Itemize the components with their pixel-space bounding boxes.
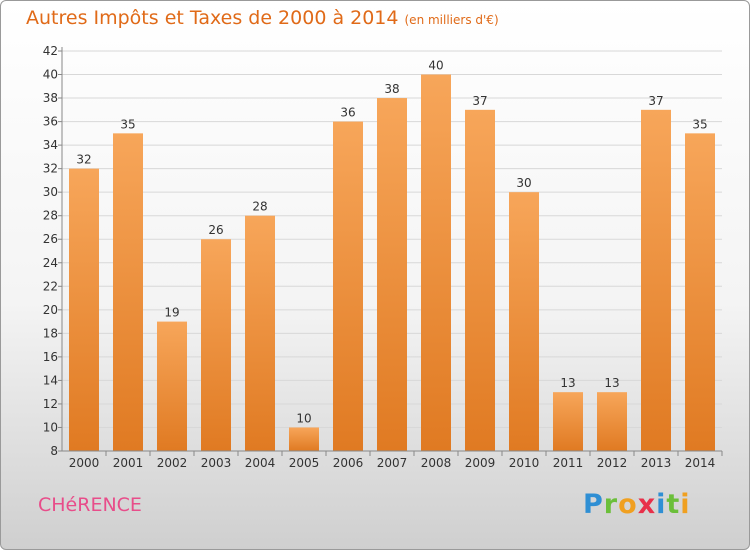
y-tick-label: 24 — [43, 256, 58, 270]
logo-letter: P — [583, 489, 604, 520]
data-label: 13 — [604, 376, 619, 390]
data-label: 13 — [560, 376, 575, 390]
bar — [685, 133, 715, 451]
bars — [69, 74, 715, 452]
bar — [377, 98, 407, 451]
bar — [421, 74, 451, 451]
data-label: 26 — [208, 223, 223, 237]
data-label: 32 — [76, 153, 91, 167]
labels: 8 10 12 14 16 18 20 22 24 26 28 30 32 34 36 38 40 42 32 200… — [43, 44, 716, 470]
x-tick-label: 2007 — [377, 456, 408, 470]
data-label: 36 — [340, 106, 355, 120]
y-tick-label: 10 — [43, 420, 58, 434]
x-tick-label: 2014 — [685, 456, 716, 470]
y-tick-label: 8 — [50, 444, 58, 458]
logo-letter: i — [656, 489, 667, 520]
y-tick-label: 18 — [43, 326, 58, 340]
bar — [509, 192, 539, 452]
x-tick-label: 2000 — [69, 456, 100, 470]
bar — [597, 392, 627, 451]
data-label: 35 — [692, 117, 707, 131]
logo-letter: t — [666, 489, 681, 520]
logo-letter: x — [637, 489, 657, 520]
x-tick-label: 2008 — [421, 456, 452, 470]
data-label: 28 — [252, 200, 267, 214]
data-label: 10 — [296, 411, 311, 425]
data-label: 38 — [384, 82, 399, 96]
data-label: 19 — [164, 306, 179, 320]
bar — [157, 321, 187, 451]
data-label: 40 — [428, 59, 443, 73]
y-tick-label: 20 — [43, 303, 58, 317]
x-tick-label: 2012 — [597, 456, 628, 470]
y-tick-label: 42 — [43, 44, 58, 58]
y-tick-label: 30 — [43, 185, 58, 199]
y-tick-label: 22 — [43, 279, 58, 293]
y-tick-label: 16 — [43, 350, 58, 364]
bar — [553, 392, 583, 451]
bar — [113, 133, 143, 451]
y-tick-label: 40 — [43, 68, 58, 82]
bar — [641, 109, 671, 451]
y-tick-label: 26 — [43, 232, 58, 246]
proxiti-logo: Proxiti — [583, 489, 691, 520]
y-tick-label: 14 — [43, 373, 58, 387]
x-tick-label: 2009 — [465, 456, 496, 470]
x-tick-label: 2005 — [289, 456, 320, 470]
y-tick-label: 28 — [43, 209, 58, 223]
data-label: 37 — [648, 94, 663, 108]
logo-letter: o — [618, 489, 638, 520]
axes — [58, 47, 723, 456]
y-tick-label: 12 — [43, 397, 58, 411]
x-tick-label: 2001 — [113, 456, 144, 470]
chart-unit: (en milliers d'€) — [404, 13, 499, 27]
y-tick-label: 32 — [43, 162, 58, 176]
bar — [465, 109, 495, 451]
x-tick-label: 2002 — [157, 456, 188, 470]
data-label: 37 — [472, 94, 487, 108]
y-tick-label: 34 — [43, 138, 58, 152]
x-tick-label: 2006 — [333, 456, 364, 470]
x-tick-label: 2003 — [201, 456, 232, 470]
bar — [69, 168, 99, 451]
x-tick-label: 2011 — [553, 456, 584, 470]
x-tick-label: 2010 — [509, 456, 540, 470]
bar — [333, 121, 363, 452]
y-tick-label: 38 — [43, 91, 58, 105]
y-tick-label: 36 — [43, 115, 58, 129]
x-tick-label: 2013 — [641, 456, 672, 470]
data-label: 30 — [516, 176, 531, 190]
x-tick-label: 2004 — [245, 456, 276, 470]
bar — [245, 215, 275, 451]
data-label: 35 — [120, 117, 135, 131]
chart-title-text: Autres Impôts et Taxes de 2000 à 2014 — [26, 7, 399, 29]
place-name: CHéRENCE — [38, 494, 142, 516]
logo-letter: i — [680, 489, 691, 520]
bar — [201, 239, 231, 451]
logo-letter: r — [603, 489, 619, 520]
bar — [289, 427, 319, 451]
chart-title: Autres Impôts et Taxes de 2000 à 2014 (en… — [26, 7, 499, 29]
